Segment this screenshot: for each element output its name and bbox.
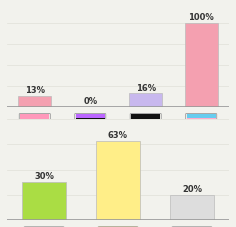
Bar [76, 128, 105, 132]
Bar [22, 183, 66, 220]
Bar [76, 132, 105, 137]
Bar [187, 123, 216, 128]
Text: 30%: 30% [34, 172, 54, 180]
Bar [20, 129, 49, 137]
Text: 0%: 0% [83, 97, 97, 106]
Text: 13%: 13% [25, 86, 45, 95]
Bar [76, 123, 105, 128]
Bar [187, 128, 216, 132]
Text: NON-BINARY: NON-BINARY [126, 143, 165, 148]
Bar [20, 114, 49, 122]
Bar [187, 119, 216, 123]
Text: GENDER FLUID: GENDER FLUID [68, 143, 113, 148]
Bar [76, 119, 105, 123]
Bar [131, 126, 160, 131]
Text: TRANSGENDER: TRANSGENDER [178, 143, 224, 148]
Bar [187, 132, 216, 137]
Bar [185, 24, 218, 107]
Bar [129, 94, 162, 107]
Bar [76, 114, 105, 119]
Text: 20%: 20% [182, 184, 202, 193]
Text: 63%: 63% [108, 130, 128, 139]
Bar [131, 131, 160, 137]
Bar [18, 96, 51, 107]
Bar [96, 141, 140, 220]
Bar [131, 120, 160, 126]
Bar [170, 195, 214, 220]
Bar [187, 114, 216, 119]
Bar [131, 114, 160, 120]
Text: CISGENDER: CISGENDER [17, 143, 52, 148]
Bar [20, 122, 49, 129]
Text: 100%: 100% [188, 13, 214, 22]
Text: 16%: 16% [136, 83, 156, 92]
